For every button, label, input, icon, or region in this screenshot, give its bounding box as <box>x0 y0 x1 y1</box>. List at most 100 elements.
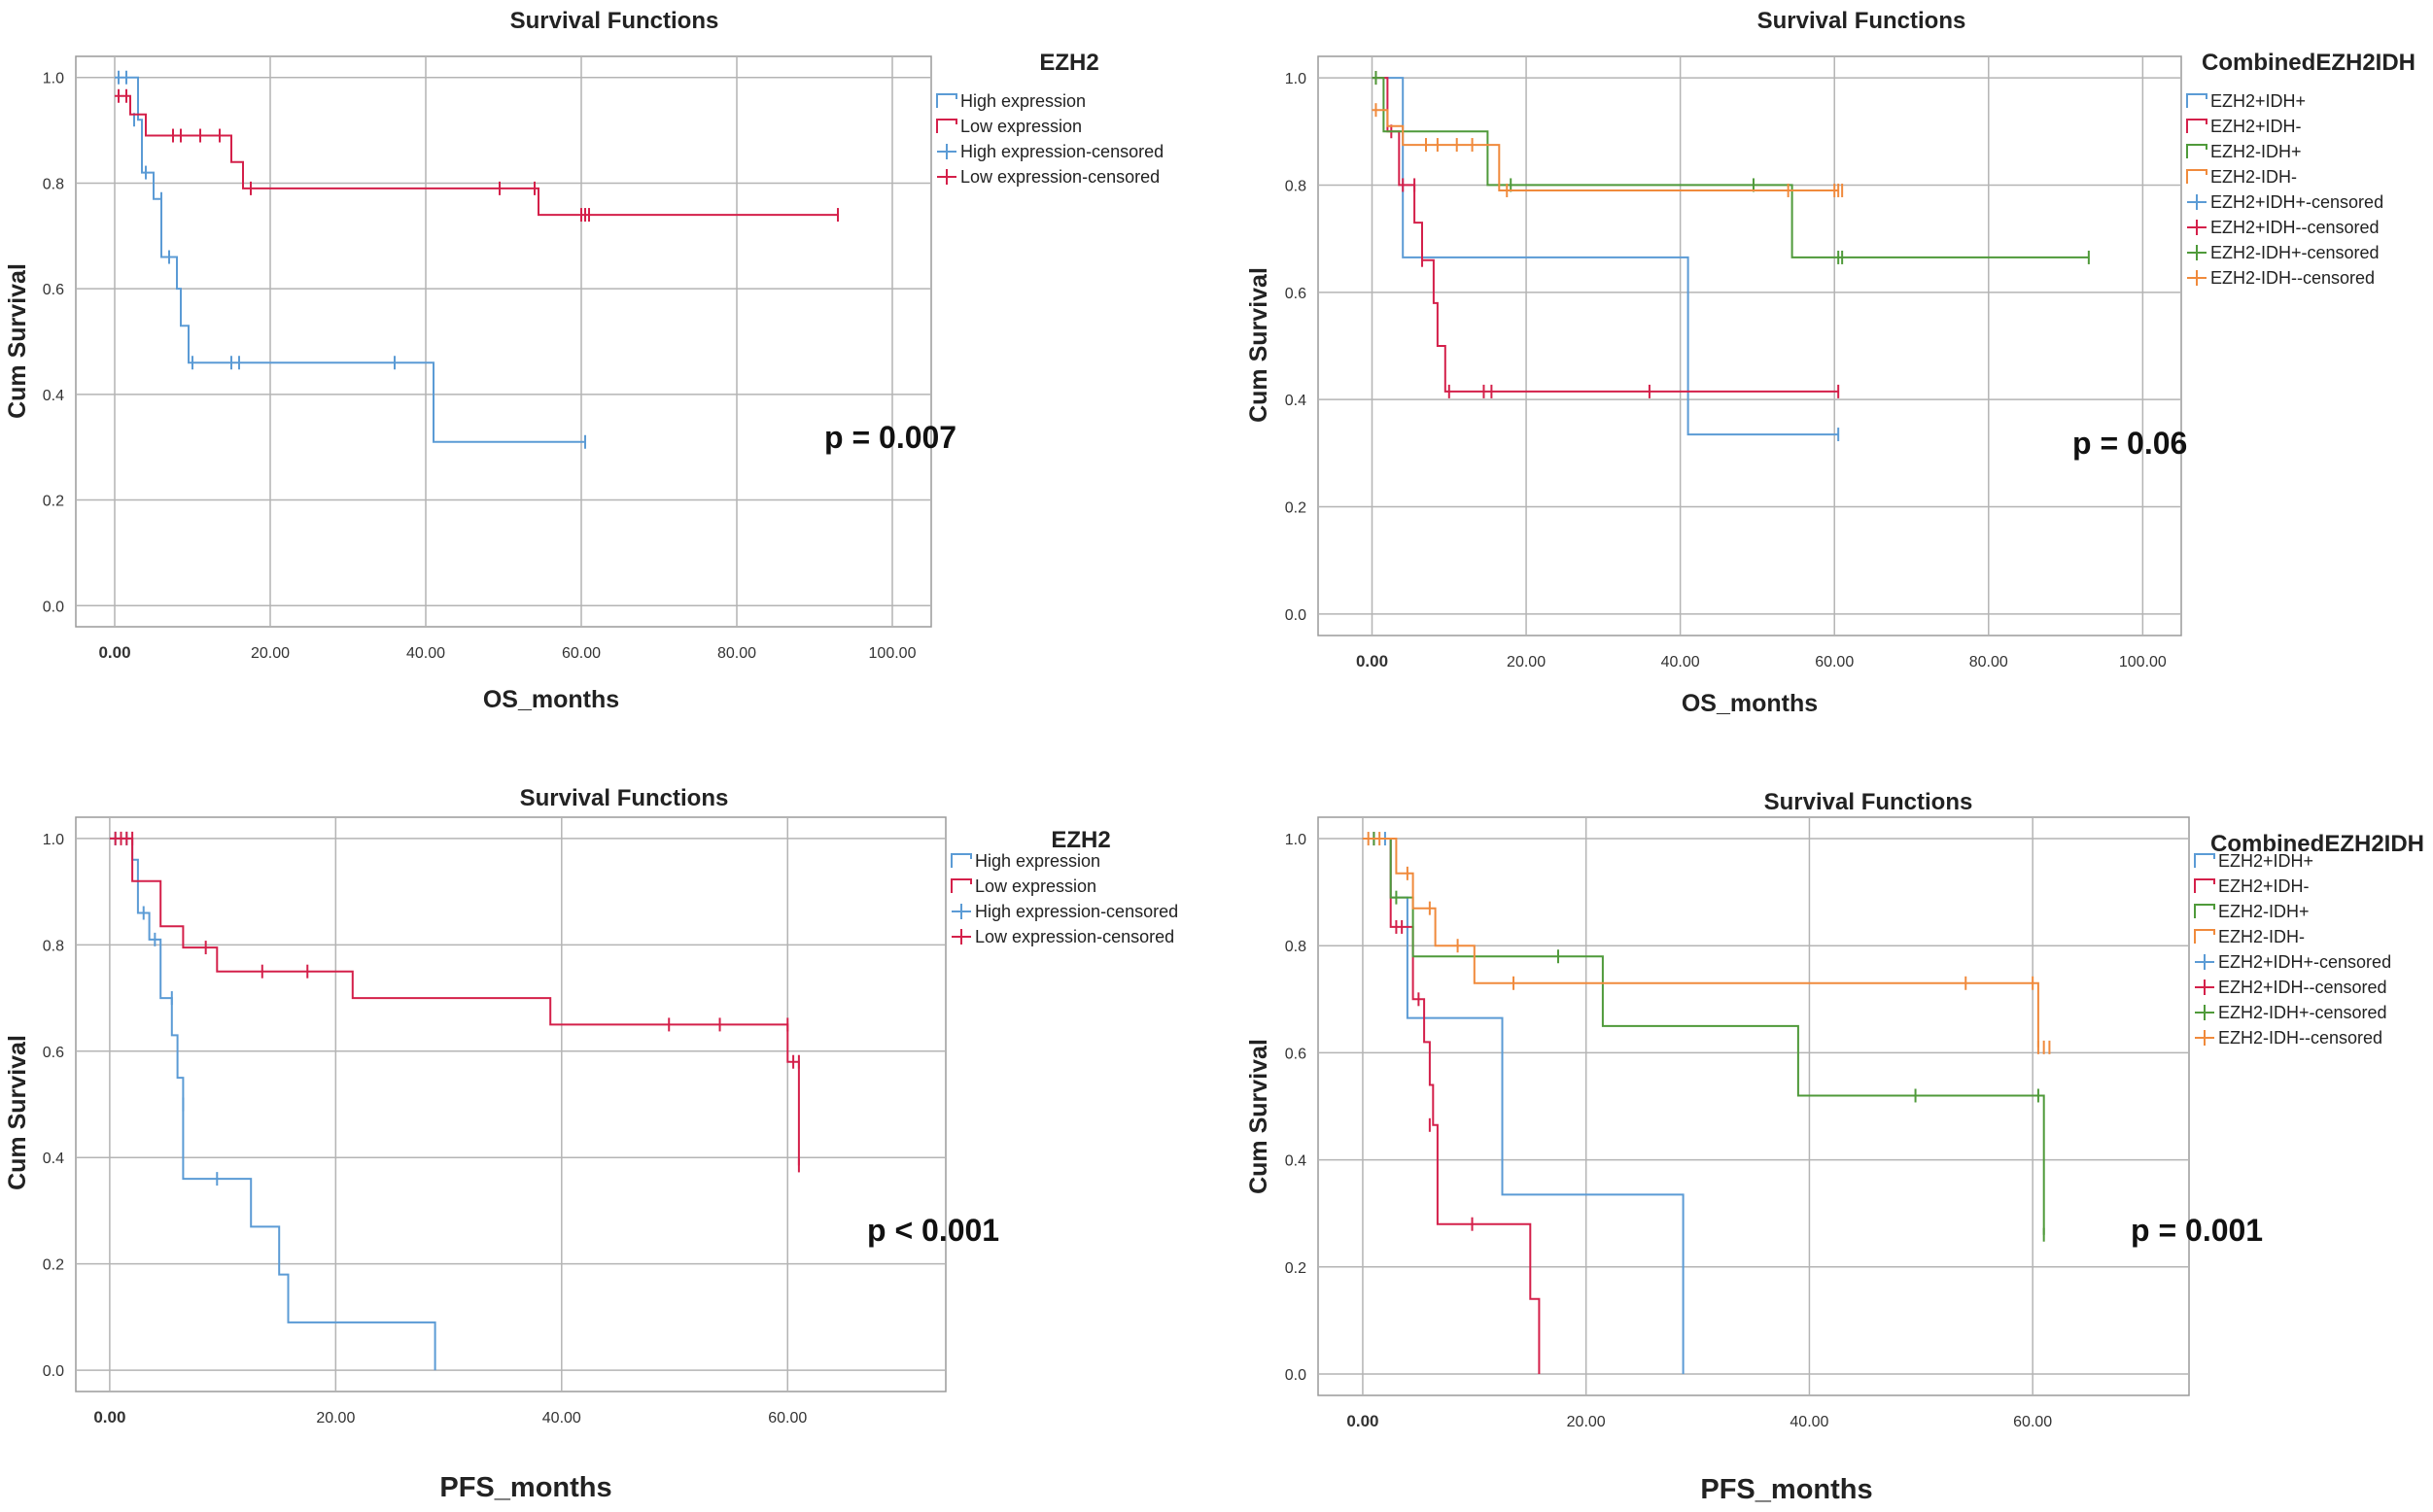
legend-line-icon <box>2186 119 2207 133</box>
p-value: p < 0.001 <box>867 1213 999 1248</box>
y-tick-label: 0.6 <box>1285 1046 1306 1062</box>
y-tick-label: 0.6 <box>43 282 64 298</box>
legend-item-label: High expression <box>975 851 1100 871</box>
legend-item-label: EZH2+IDH+ <box>2218 851 2313 871</box>
x-axis-label: PFS_months <box>1700 1474 1872 1505</box>
chart-panel-os-combined: Survival Functions OS_months Cum Surviva… <box>1217 0 2433 756</box>
legend-line-icon <box>2194 853 2215 868</box>
legend-line-icon <box>936 93 957 108</box>
p-value: p = 0.001 <box>2131 1213 2263 1248</box>
chart-panel-os-ezh2: Survival Functions OS_months Cum Surviva… <box>0 0 1216 756</box>
x-tick-label: 60.00 <box>1815 654 1854 670</box>
chart-title: Survival Functions <box>1764 789 1973 815</box>
legend-censor-icon <box>937 144 956 159</box>
x-axis-label: PFS_months <box>439 1472 611 1503</box>
y-tick-label: 1.0 <box>43 71 64 87</box>
y-tick-label: 0.0 <box>43 599 64 615</box>
x-axis-label: OS_months <box>1682 690 1818 717</box>
y-tick-label: 0.2 <box>43 1257 64 1274</box>
x-tick-label: 60.00 <box>2013 1414 2052 1430</box>
legend-line-icon <box>951 878 972 893</box>
km-curve <box>1362 838 2039 1048</box>
legend-item-label: Low expression-censored <box>975 927 1174 946</box>
km-plot-pfs-ezh2: Survival Functions PFS_months Cum Surviv… <box>4 785 1178 1503</box>
y-axis-label: Cum Survival <box>1245 267 1272 423</box>
legend-line-icon <box>2194 929 2215 944</box>
chart-title: Survival Functions <box>520 785 729 811</box>
y-tick-label: 0.4 <box>1285 1153 1306 1170</box>
legend-line-icon <box>2186 144 2207 158</box>
legend-item-label: EZH2-IDH+-censored <box>2218 1003 2387 1022</box>
x-tick-label: 0.00 <box>93 1408 125 1426</box>
plot-frame <box>75 55 932 628</box>
chart-title: Survival Functions <box>510 8 719 34</box>
legend-censor-icon <box>2195 1030 2214 1046</box>
legend-item-label: EZH2+IDH--censored <box>2218 978 2387 997</box>
y-axis-label: Cum Survival <box>4 263 31 419</box>
km-curve <box>1372 77 1839 393</box>
legend-censor-icon <box>2187 245 2207 260</box>
legend-item-label: Low expression-censored <box>960 167 1160 187</box>
km-curve <box>1362 838 1541 1374</box>
legend-item-label: High expression-censored <box>975 902 1178 921</box>
y-tick-label: 0.6 <box>43 1045 64 1061</box>
x-axis-label: OS_months <box>483 686 619 713</box>
km-curve <box>1372 77 1839 436</box>
legend-line-icon <box>936 119 957 133</box>
legend-line-icon <box>2186 169 2207 184</box>
km-curve <box>1372 109 1839 191</box>
legend-item-label: High expression <box>960 91 1086 111</box>
legend-censor-icon <box>2195 979 2214 995</box>
y-tick-label: 0.2 <box>1285 500 1306 517</box>
legend-item-label: EZH2-IDH- <box>2218 927 2305 946</box>
y-tick-label: 0.0 <box>1285 607 1306 624</box>
km-curve <box>109 837 800 1166</box>
legend-line-icon <box>2186 93 2207 108</box>
x-tick-label: 0.00 <box>1346 1412 1378 1430</box>
legend-item-label: EZH2-IDH+ <box>2210 142 2302 161</box>
y-tick-label: 0.4 <box>1285 393 1306 409</box>
x-tick-label: 0.00 <box>98 643 130 662</box>
y-tick-label: 0.0 <box>43 1363 64 1380</box>
legend-item-label: EZH2-IDH--censored <box>2218 1028 2382 1048</box>
plot-frame <box>1317 55 2182 636</box>
km-plot-os-combined: Survival Functions OS_months Cum Surviva… <box>1245 8 2416 717</box>
y-tick-label: 0.8 <box>1285 939 1306 955</box>
legend-censor-icon <box>937 169 956 185</box>
legend-item-label: EZH2-IDH+-censored <box>2210 243 2380 262</box>
legend-item-label: Low expression <box>960 117 1082 136</box>
km-curve <box>115 76 585 443</box>
y-tick-label: 0.8 <box>43 938 64 954</box>
plot-frame <box>75 816 947 1392</box>
x-tick-label: 40.00 <box>1790 1414 1828 1430</box>
km-plot-os-ezh2: Survival Functions OS_months Cum Surviva… <box>4 8 1164 713</box>
y-tick-label: 0.2 <box>1285 1260 1306 1277</box>
legend-item-label: High expression-censored <box>960 142 1164 161</box>
legend-line-icon <box>2194 878 2215 893</box>
x-tick-label: 0.00 <box>1356 652 1388 670</box>
y-tick-label: 1.0 <box>1285 71 1306 87</box>
legend-item-label: EZH2+IDH- <box>2218 876 2310 896</box>
legend-censor-icon <box>952 904 971 919</box>
y-tick-label: 0.0 <box>1285 1367 1306 1384</box>
chart-title: Survival Functions <box>1757 8 1966 34</box>
x-tick-label: 20.00 <box>1567 1414 1606 1430</box>
km-curve <box>1362 838 1685 1374</box>
legend-censor-icon <box>952 929 971 945</box>
x-tick-label: 100.00 <box>2119 654 2167 670</box>
x-tick-label: 20.00 <box>1507 654 1546 670</box>
legend-item-label: EZH2+IDH- <box>2210 117 2302 136</box>
km-curve <box>115 94 838 217</box>
legend-title: CombinedEZH2IDH <box>2202 50 2416 76</box>
legend-item-label: EZH2-IDH- <box>2210 167 2297 187</box>
chart-panel-pfs-ezh2: Survival Functions PFS_months Cum Surviv… <box>0 756 1216 1512</box>
y-tick-label: 1.0 <box>43 832 64 848</box>
km-curve <box>1372 77 2089 258</box>
legend-item-label: Low expression <box>975 876 1096 896</box>
y-axis-label: Cum Survival <box>4 1035 31 1190</box>
y-tick-label: 0.8 <box>1285 178 1306 194</box>
legend-censor-icon <box>2195 954 2214 970</box>
legend-item-label: EZH2+IDH+-censored <box>2210 192 2383 212</box>
x-tick-label: 60.00 <box>562 645 601 662</box>
legend-item-label: EZH2-IDH--censored <box>2210 268 2375 288</box>
